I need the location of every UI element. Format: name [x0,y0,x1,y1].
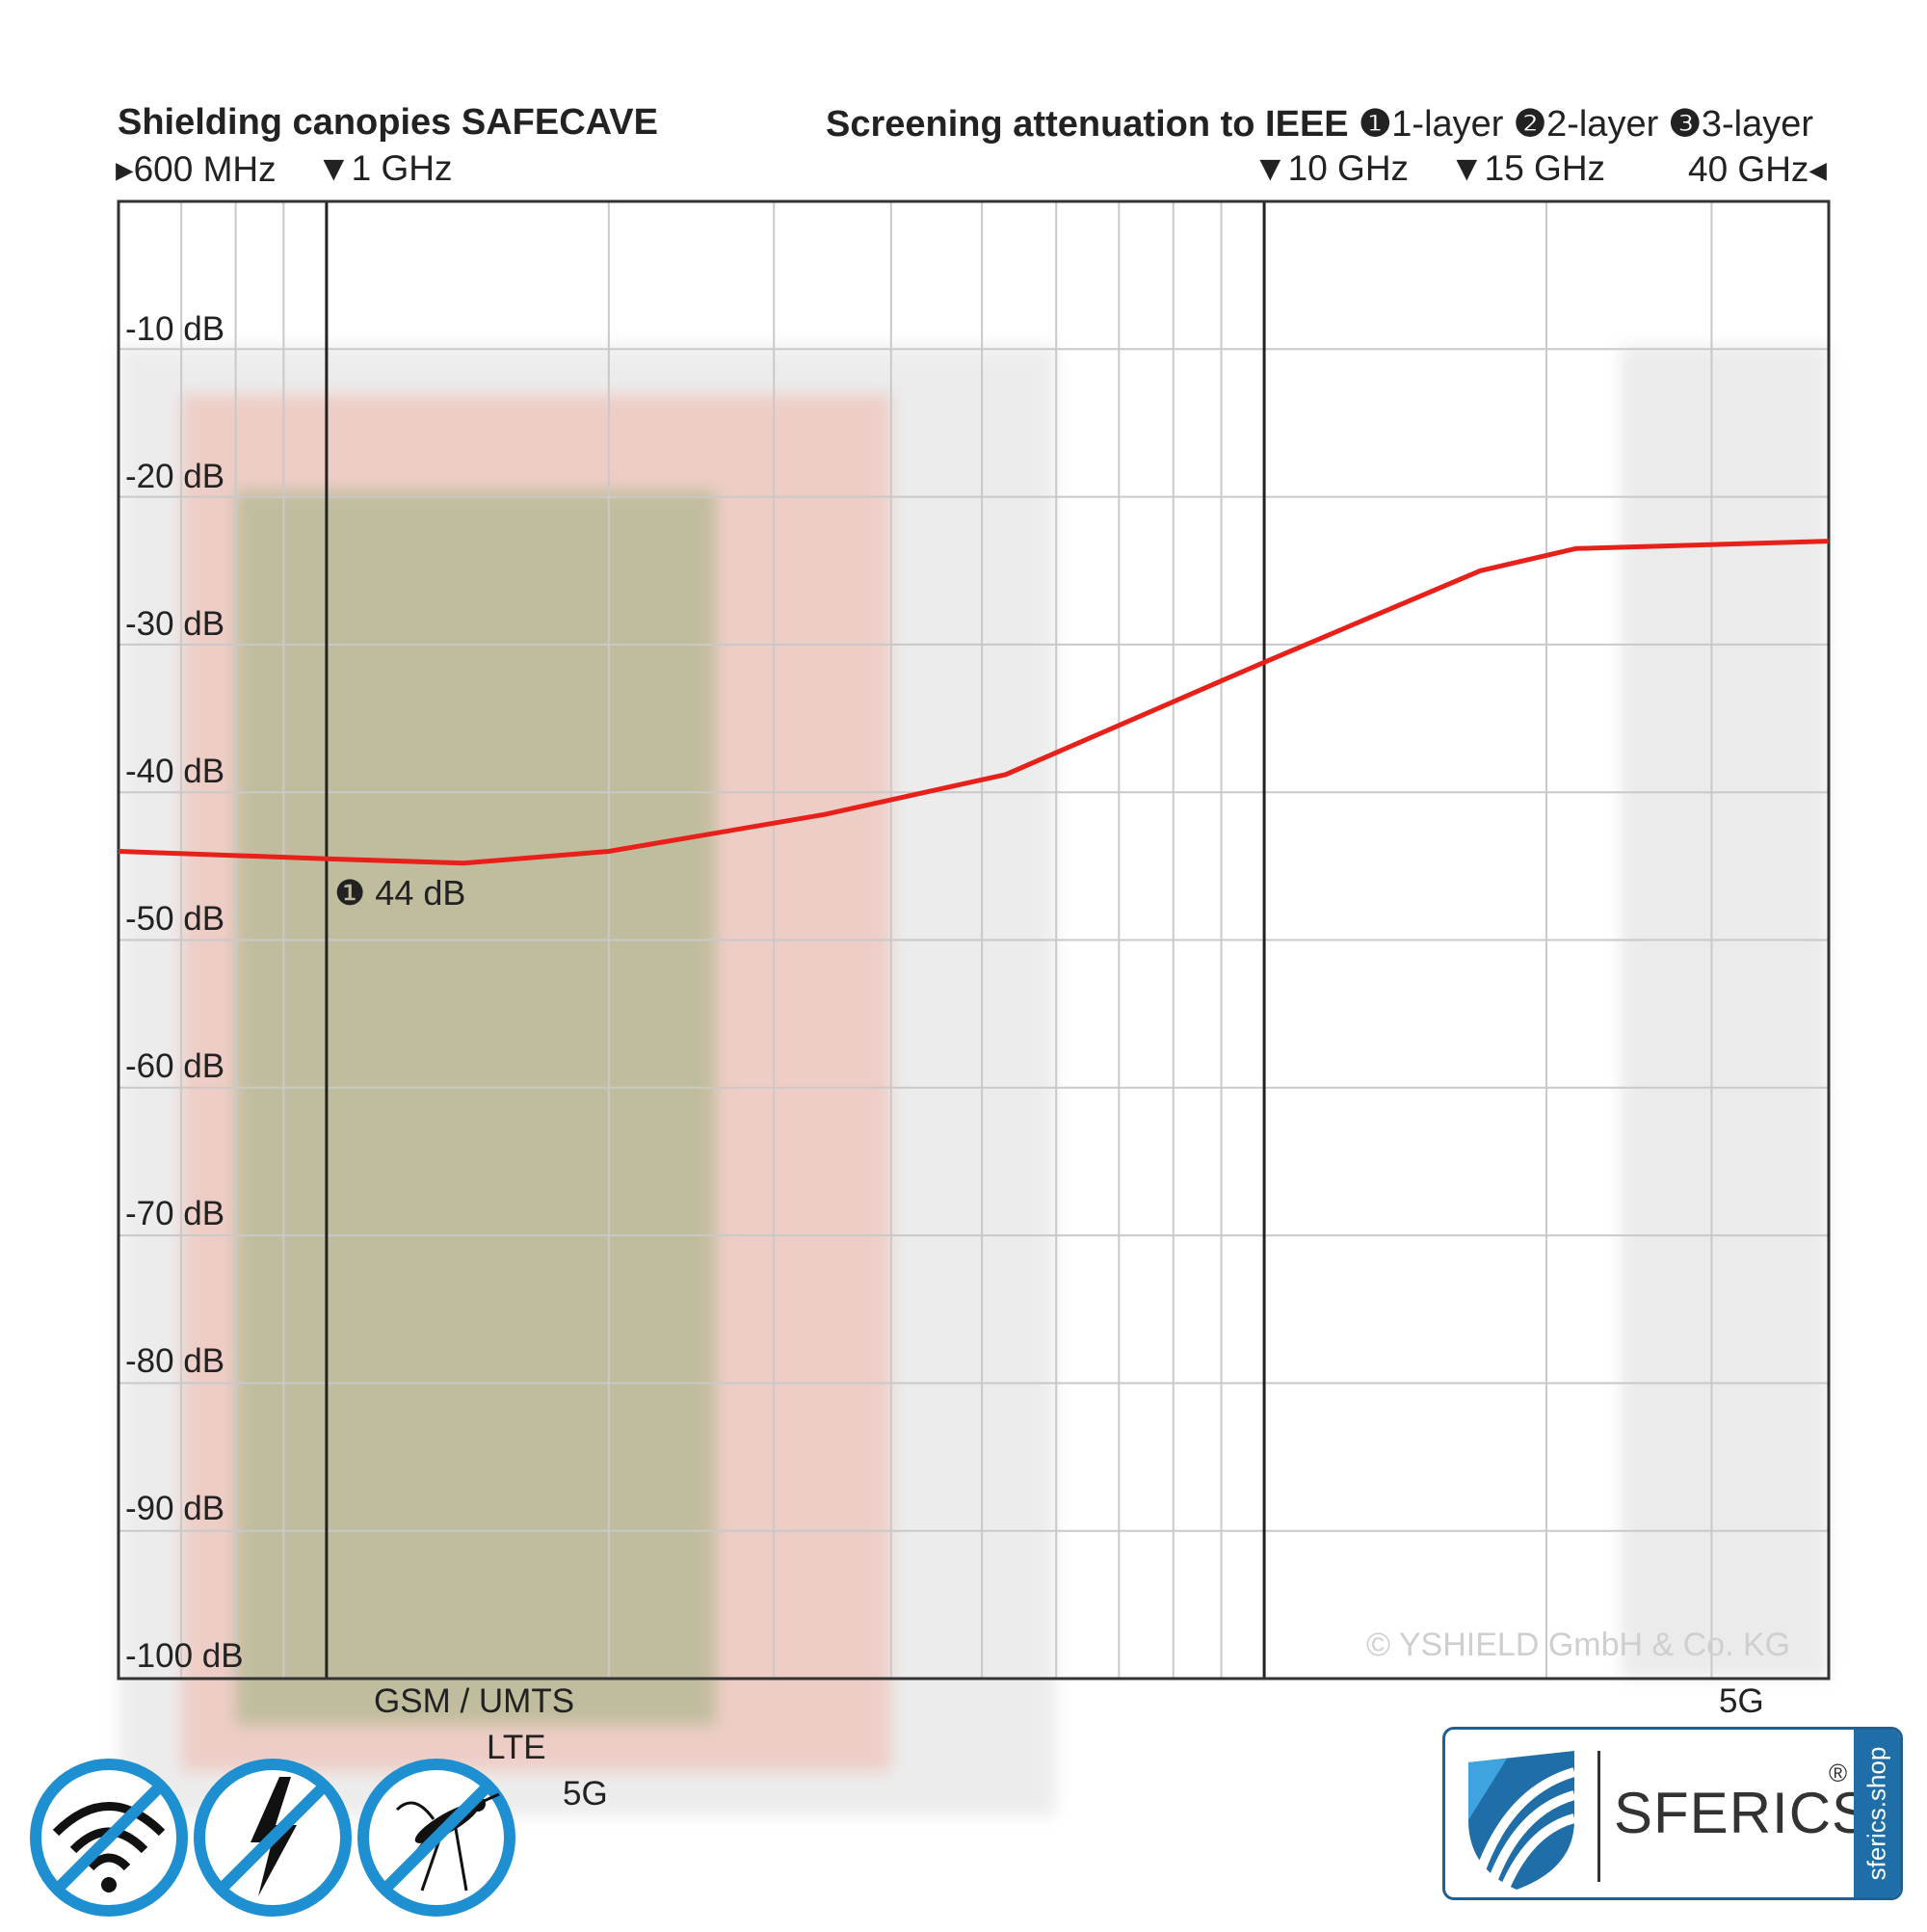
y-tick-label: -20 dB [125,458,225,495]
chart-title: Shielding canopies SAFECAVE [118,102,658,143]
attenuation-annotation: ❶ 44 dB [334,873,465,913]
band-3 [1621,346,1829,1679]
legend-layer-1-num: ❶ [1359,104,1392,145]
band-0 [235,490,716,1725]
legend-layer-1: ❶1-layer [1359,104,1503,145]
legend-layer-2: ❷2-layer [1514,104,1658,145]
grid [119,201,1829,1679]
band-label-lte: LTE [487,1729,546,1766]
frequency-marker-lines [325,201,1266,1679]
freq-label-40ghz: 40 GHz◂ [1688,149,1828,189]
no-mosquito-icon [355,1756,518,1919]
y-tick-label: -10 dB [125,310,225,348]
logo-side-text: sferics.shop [1861,1746,1891,1881]
logo-side-band: sferics.shop [1854,1730,1900,1897]
band-label-5g-low: 5G [563,1775,608,1813]
y-tick-label: -80 dB [125,1342,225,1380]
annotation-text: 44 dB [375,873,466,913]
shield-icon [1468,1751,1576,1890]
copyright-watermark: © YSHIELD GmbH & Co. KG [1366,1627,1791,1663]
legend-layer-3-label: 3-layer [1701,104,1814,145]
series-lines [118,539,1830,866]
sferics-logo: SFERICS ® sferics.shop [1442,1727,1903,1900]
y-tick-label: -60 dB [125,1047,225,1085]
annotation-num: ❶ [334,873,366,913]
freq-label-15ghz: ▼15 GHz [1449,148,1606,188]
legend-layer-1-label: 1-layer [1391,104,1504,145]
logo-separator [1597,1751,1600,1882]
freq-label-10ghz: ▼10 GHz [1253,148,1410,188]
plot-border [117,199,1831,1681]
no-electric-field-icon [191,1756,355,1919]
y-tick-label: -40 dB [125,753,225,790]
freq-label-600mhz: ▸600 MHz [116,149,277,189]
logo-registered-mark: ® [1829,1759,1848,1787]
legend-layer-3: ❸3-layer [1669,104,1813,145]
no-wifi-icon [27,1756,191,1919]
frequency-bands [119,346,1829,1816]
y-tick-label: -50 dB [125,900,225,938]
subtitle-text: Screening attenuation to IEEE [826,104,1349,145]
y-tick-label: -70 dB [125,1195,225,1232]
y-tick-label: -90 dB [125,1490,225,1527]
legend-layer-2-label: 2-layer [1546,104,1659,145]
band-label-5g-high: 5G [1719,1682,1764,1720]
series-line-1 [118,539,1830,866]
logo-name: SFERICS [1614,1781,1872,1845]
freq-label-1ghz: ▼1 GHz [316,148,453,188]
y-tick-label: -30 dB [125,605,225,643]
legend-layer-2-num: ❷ [1514,104,1547,145]
y-tick-label: -100 dB [125,1637,244,1675]
legend-layer-3-num: ❸ [1668,104,1702,145]
chart-subtitle: Screening attenuation to IEEE ❶1-layer ❷… [826,102,1813,146]
band-label-gsm-umts: GSM / UMTS [374,1682,575,1720]
